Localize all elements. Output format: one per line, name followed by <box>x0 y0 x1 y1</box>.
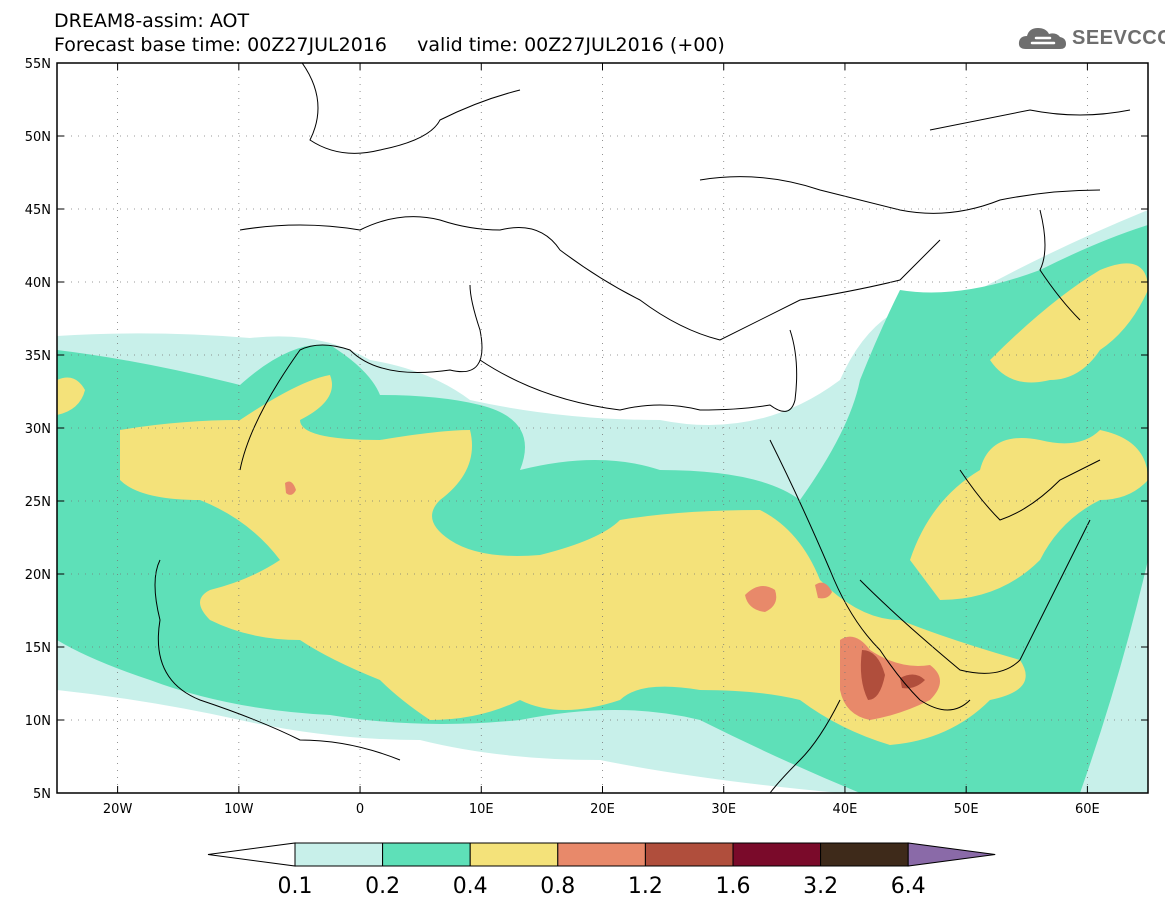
lat-tick-label: 5N <box>33 787 51 802</box>
aot-band-0.4-atlantic <box>57 377 85 415</box>
lon-tick-label: 50E <box>954 802 979 817</box>
map-title: DREAM8-assim: AOT <box>54 10 250 32</box>
colorbar-swatch <box>732 842 822 867</box>
graticule <box>57 63 1148 793</box>
lat-tick-label: 10N <box>25 714 51 729</box>
colorbar-swatch <box>820 842 909 867</box>
colorbar-label: 0.1 <box>278 874 313 899</box>
lat-tick-label: 30N <box>25 422 51 437</box>
latitude-axis: 55N 50N 45N 40N 35N 30N 25N 20N 15N 10N 5N <box>25 57 1148 802</box>
lon-tick-label: 60E <box>1075 802 1100 817</box>
colorbar-low-arrow <box>207 842 296 867</box>
lat-tick-label: 50N <box>25 130 51 145</box>
aot-band-0.8-redsea <box>815 582 832 599</box>
lat-tick-label: 40N <box>25 276 51 291</box>
cloud-icon <box>1018 28 1066 49</box>
aot-band-0.4-arabia <box>910 430 1148 600</box>
colorbar-label: 1.6 <box>716 874 751 899</box>
lon-tick-label: 20E <box>590 802 615 817</box>
aot-band-0.4-iran <box>990 263 1148 383</box>
logo-text: SEEVCCC <box>1072 27 1165 49</box>
seevccc-logo: SEEVCCC <box>1018 24 1165 54</box>
colorbar-swatch <box>469 842 559 867</box>
aot-colorbar: 0.1 0.2 0.4 0.8 1.2 1.6 3.2 6.4 <box>207 842 996 899</box>
lon-tick-label: 30E <box>711 802 736 817</box>
colorbar-swatch <box>382 842 471 867</box>
forecast-time-line: Forecast base time: 00Z27JUL2016 valid t… <box>54 34 725 56</box>
aot-band-0.4-west <box>120 375 1026 745</box>
colorbar-swatch <box>294 842 384 867</box>
lat-tick-label: 55N <box>25 57 51 72</box>
colorbar-label: 1.2 <box>628 874 663 899</box>
colorbar-swatch <box>557 842 646 867</box>
lon-tick-label: 0 <box>356 802 364 817</box>
lon-tick-label: 20W <box>103 802 133 817</box>
aot-band-1.2 <box>860 650 885 700</box>
lon-tick-label: 10E <box>469 802 494 817</box>
aot-band-0.8-sahara <box>285 481 296 495</box>
lat-tick-label: 25N <box>25 495 51 510</box>
colorbar-label: 6.4 <box>891 874 926 899</box>
lon-tick-label: 40E <box>833 802 858 817</box>
aot-field <box>57 63 1148 793</box>
colorbar-swatch <box>644 842 734 867</box>
aot-band-0.8-sudan <box>745 586 777 612</box>
colorbar-label: 3.2 <box>803 874 838 899</box>
colorbar-label: 0.8 <box>540 874 575 899</box>
lat-tick-label: 35N <box>25 349 51 364</box>
lat-tick-label: 15N <box>25 641 51 656</box>
lon-tick-label: 10W <box>224 802 254 817</box>
lat-tick-label: 45N <box>25 203 51 218</box>
lat-tick-label: 20N <box>25 568 51 583</box>
colorbar-label: 0.4 <box>453 874 488 899</box>
longitude-axis: 20W 10W 0 10E 20E 30E 40E 50E 60E <box>103 63 1100 817</box>
colorbar-high-arrow <box>907 842 996 867</box>
coastlines <box>154 63 1131 793</box>
colorbar-label: 0.2 <box>365 874 400 899</box>
